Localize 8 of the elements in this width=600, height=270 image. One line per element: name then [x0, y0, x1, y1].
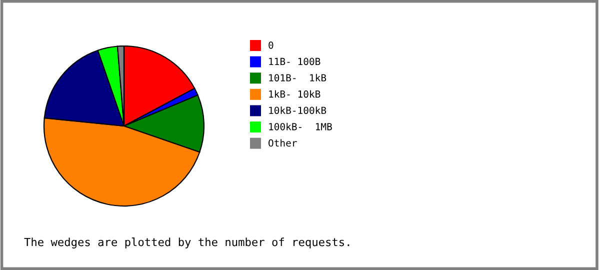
legend-label: 100kB- 1MB [269, 122, 332, 130]
legend-label: 11B- 100B [269, 58, 320, 66]
text: The wedges are plotted by the number of requests. [24, 238, 350, 248]
legend-label: 0 [268, 41, 274, 49]
legend-label: 1kB- 10kB [269, 90, 320, 98]
legend-label: Other [268, 139, 297, 147]
legend-label: 101B- 1kB [269, 74, 326, 82]
legend-label: 10kB-100kB [269, 106, 326, 114]
